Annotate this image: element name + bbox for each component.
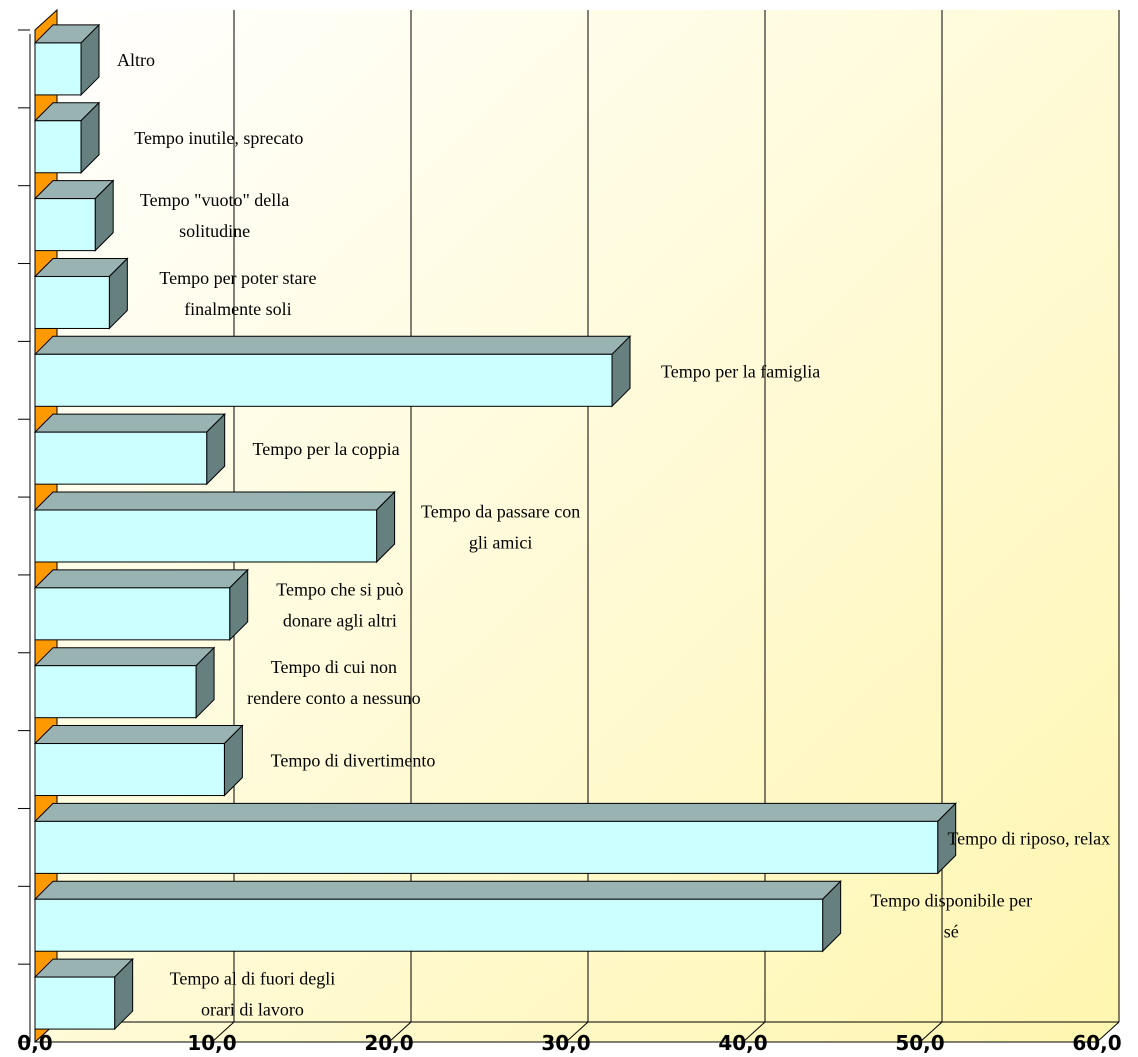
- bar-label: donare agli altri: [283, 610, 397, 630]
- floor-gridline: [1096, 1021, 1120, 1043]
- bar-front: [34, 275, 110, 329]
- x-tick-label: 0,0: [17, 1031, 52, 1055]
- bar-front: [34, 976, 116, 1030]
- floor-gridline: [388, 1021, 412, 1043]
- bar-label: sé: [944, 922, 959, 942]
- x-axis-ticks: 0,0 10,0 20,0 30,0 40,0 50,0 60,0: [17, 1031, 1121, 1055]
- bar: [33, 23, 101, 97]
- bar: [33, 412, 226, 486]
- bar-label: finalmente soli: [184, 299, 291, 319]
- floor-gridline: [565, 1021, 589, 1043]
- y-axis: [18, 29, 31, 1043]
- bar: [33, 724, 244, 797]
- bar-top: [33, 647, 216, 667]
- x-tick-label: 10,0: [187, 1031, 236, 1055]
- bar: [33, 957, 134, 1031]
- bar-label: Tempo di divertimento: [271, 751, 436, 771]
- bars: [33, 23, 957, 1031]
- bar-label: Tempo inutile, sprecato: [134, 128, 303, 148]
- bar: [33, 880, 842, 953]
- bar-front: [34, 743, 225, 797]
- bar-top: [33, 725, 244, 745]
- bar-label: Tempo per la coppia: [252, 439, 399, 459]
- bar-label: solitudine: [179, 221, 250, 241]
- plot-back-wall: [35, 10, 1119, 1042]
- bar: [33, 179, 115, 252]
- bar-label: Tempo da passare con: [421, 502, 580, 522]
- bar: [33, 802, 957, 875]
- bar-front: [34, 898, 824, 952]
- x-tick-label: 60,0: [1072, 1031, 1121, 1055]
- bar: [33, 568, 249, 642]
- bar: [33, 101, 101, 174]
- bar-front: [34, 509, 378, 563]
- bar-top: [33, 802, 957, 822]
- bar-label: orari di lavoro: [201, 1000, 304, 1020]
- bar-label: Tempo di cui non: [271, 657, 397, 677]
- bar-label: rendere conto a nessuno: [247, 688, 420, 708]
- bar-label: Tempo di riposo, relax: [947, 828, 1110, 848]
- bar-label: Altro: [117, 50, 155, 70]
- floor-gridline: [211, 1021, 235, 1043]
- bar-front: [34, 42, 82, 96]
- bar-label: Tempo per poter stare: [159, 268, 316, 288]
- floor-gridline: [919, 1021, 943, 1043]
- bar-top: [33, 491, 396, 511]
- bar: [33, 490, 396, 564]
- bar: [33, 335, 632, 408]
- bar-label: Tempo che si può: [276, 579, 403, 599]
- x-tick-label: 20,0: [364, 1031, 413, 1055]
- bar-front: [34, 353, 613, 407]
- bar-label: gli amici: [469, 533, 532, 553]
- bar-labels: Altro Tempo inutile, sprecato Tempo "vuoto…: [117, 50, 1110, 1020]
- bar: [33, 646, 216, 719]
- bar-top: [33, 335, 632, 355]
- x-tick-label: 30,0: [541, 1031, 590, 1055]
- bar-top: [33, 413, 226, 433]
- bar-label: Tempo per la famiglia: [661, 361, 820, 381]
- bar-front: [34, 587, 231, 641]
- bar-front: [34, 431, 208, 485]
- plot-area: [35, 10, 1119, 1042]
- bar-label: Tempo al di fuori degli: [170, 969, 336, 989]
- x-tick-label: 40,0: [718, 1031, 767, 1055]
- bar-top: [33, 569, 249, 589]
- floor-gridline: [742, 1021, 766, 1043]
- bar-top: [33, 880, 842, 900]
- bar-front: [34, 120, 82, 174]
- bar: [33, 257, 129, 330]
- bar-front: [34, 198, 96, 252]
- bar-front: [34, 665, 197, 719]
- bar-label: Tempo "vuoto" della: [140, 190, 289, 210]
- x-tick-label: 50,0: [895, 1031, 944, 1055]
- bar-label: Tempo disponibile per: [870, 891, 1032, 911]
- bar-front: [34, 820, 939, 874]
